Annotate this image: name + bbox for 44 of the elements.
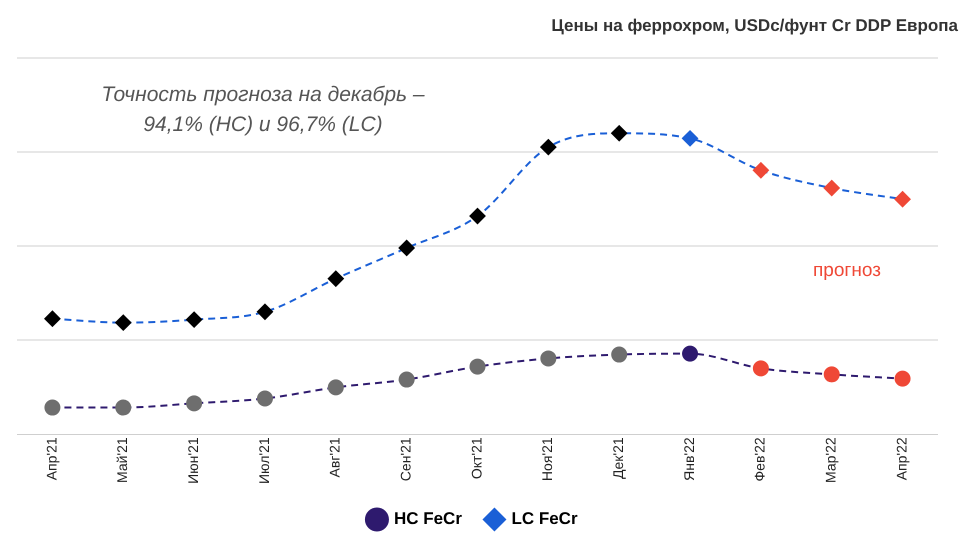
point [752, 360, 769, 376]
x-tick-label: Май'21 [114, 437, 130, 484]
point [540, 139, 556, 156]
x-tick-label: Дек'21 [610, 437, 626, 479]
x-tick-label: Сен'21 [398, 437, 414, 482]
x-tick-label: Июл'21 [256, 437, 272, 484]
point [894, 191, 911, 208]
x-tick-label: Окт'21 [468, 437, 484, 480]
point [682, 130, 698, 146]
chart-title: Цены на феррохром, USDc/фунт Cr DDP Европа [551, 16, 958, 36]
point [470, 208, 486, 224]
x-tick-label: Апр'22 [893, 437, 910, 480]
point [256, 304, 273, 320]
x-tick-label: Июн'21 [184, 437, 201, 484]
point [328, 270, 344, 287]
x-tick-label: Апр'21 [43, 437, 60, 480]
annotation: прогноз [813, 260, 881, 282]
point [611, 125, 628, 142]
point [44, 310, 60, 327]
annotation: Точность прогноза на декабрь – 94,1% (HC) и 96,7% (LC) [100, 82, 426, 138]
point [824, 366, 840, 382]
point [752, 162, 769, 178]
point [115, 400, 132, 416]
point [115, 314, 132, 331]
point [470, 358, 486, 375]
point [44, 400, 60, 416]
x-tick-label: Мар'22 [822, 437, 839, 483]
point [398, 372, 415, 388]
point [540, 350, 556, 366]
x-tick-label: Фев'22 [752, 437, 768, 482]
point [611, 346, 628, 363]
point [328, 379, 344, 396]
point [824, 180, 840, 196]
x-tick-label: Авг'21 [326, 437, 343, 478]
point [398, 240, 415, 256]
x-tick-label: Янв'22 [680, 437, 697, 481]
x-tick-label: Ноя'21 [539, 437, 556, 482]
point [894, 370, 911, 387]
point [682, 346, 698, 362]
legend-label: HC FeCr [394, 509, 462, 528]
legend-label: LC FeCr [511, 509, 578, 528]
point [186, 312, 202, 328]
point [186, 395, 202, 412]
point [256, 390, 273, 407]
